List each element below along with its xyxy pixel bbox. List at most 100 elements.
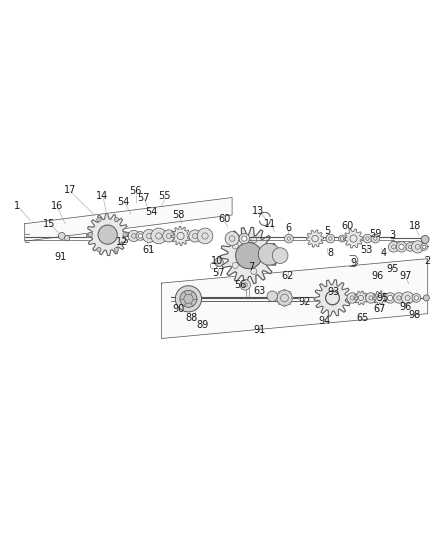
Text: 56: 56 [234, 280, 246, 290]
Circle shape [114, 217, 119, 222]
Text: 5: 5 [324, 225, 330, 236]
Circle shape [236, 243, 262, 269]
Circle shape [385, 293, 396, 303]
Circle shape [421, 236, 429, 244]
Circle shape [97, 217, 101, 222]
Text: 60: 60 [342, 221, 354, 231]
Polygon shape [373, 291, 387, 305]
Circle shape [326, 234, 335, 243]
Circle shape [347, 293, 357, 303]
Text: 89: 89 [196, 320, 208, 330]
Circle shape [180, 290, 197, 308]
Text: 6: 6 [286, 223, 292, 233]
Circle shape [239, 233, 250, 244]
Text: 13: 13 [252, 206, 265, 216]
Polygon shape [161, 259, 427, 338]
Text: 2: 2 [424, 256, 431, 266]
Circle shape [128, 230, 140, 241]
Circle shape [64, 236, 70, 241]
Circle shape [189, 230, 201, 242]
Text: 56: 56 [129, 187, 141, 196]
Circle shape [136, 231, 145, 240]
Circle shape [162, 230, 175, 242]
Circle shape [215, 258, 223, 266]
Circle shape [114, 247, 119, 252]
Text: 91: 91 [253, 325, 265, 335]
Text: 9: 9 [350, 258, 357, 268]
Text: 91: 91 [55, 252, 67, 262]
Text: 58: 58 [173, 210, 185, 220]
Text: 54: 54 [145, 207, 158, 217]
Text: 17: 17 [64, 185, 76, 195]
Circle shape [421, 244, 427, 251]
Text: 61: 61 [142, 245, 154, 255]
Text: 3: 3 [390, 230, 396, 240]
Circle shape [143, 229, 155, 243]
Text: 8: 8 [327, 247, 333, 257]
Circle shape [151, 228, 166, 244]
Text: 18: 18 [409, 221, 421, 231]
Circle shape [339, 235, 346, 242]
Polygon shape [314, 280, 351, 316]
Circle shape [272, 248, 288, 263]
Circle shape [412, 294, 421, 302]
Text: 7: 7 [249, 262, 255, 272]
Circle shape [267, 291, 278, 302]
Circle shape [389, 241, 399, 252]
Text: 62: 62 [282, 271, 294, 281]
Circle shape [396, 241, 407, 252]
Text: 92: 92 [298, 297, 311, 308]
Circle shape [388, 295, 393, 301]
Circle shape [289, 292, 291, 293]
Text: 60: 60 [218, 214, 230, 224]
Text: 1: 1 [14, 201, 20, 211]
Text: 94: 94 [318, 316, 331, 326]
Text: 59: 59 [369, 229, 381, 239]
Circle shape [423, 245, 426, 248]
Circle shape [278, 303, 280, 304]
Text: 54: 54 [118, 197, 130, 207]
Text: 15: 15 [43, 219, 56, 229]
Circle shape [138, 234, 143, 238]
Text: 65: 65 [356, 313, 368, 323]
Text: 93: 93 [327, 287, 339, 297]
Circle shape [406, 243, 415, 251]
Text: 14: 14 [96, 191, 108, 201]
Text: 57: 57 [138, 192, 150, 203]
Circle shape [240, 280, 251, 290]
Text: 95: 95 [377, 293, 389, 303]
Circle shape [424, 295, 429, 301]
Circle shape [276, 297, 278, 299]
Text: 90: 90 [173, 304, 185, 314]
Circle shape [98, 225, 117, 244]
Text: 53: 53 [360, 245, 373, 255]
Polygon shape [25, 198, 232, 241]
Circle shape [225, 231, 239, 246]
Text: 95: 95 [387, 264, 399, 273]
Polygon shape [344, 229, 363, 248]
Circle shape [97, 247, 101, 252]
Circle shape [278, 292, 280, 293]
Circle shape [291, 297, 293, 299]
Circle shape [175, 286, 201, 312]
Circle shape [88, 232, 92, 237]
Text: 11: 11 [265, 219, 277, 229]
Circle shape [283, 305, 286, 306]
Circle shape [285, 234, 293, 243]
Circle shape [258, 244, 280, 265]
Circle shape [402, 292, 414, 304]
Text: 16: 16 [50, 201, 63, 211]
Circle shape [412, 241, 424, 253]
Circle shape [277, 290, 292, 306]
Text: 12: 12 [116, 238, 128, 247]
Circle shape [289, 303, 291, 304]
Text: 4: 4 [381, 248, 387, 259]
Circle shape [283, 289, 286, 291]
Circle shape [394, 293, 404, 303]
Polygon shape [87, 214, 129, 256]
Circle shape [371, 234, 380, 243]
Polygon shape [354, 291, 368, 305]
Circle shape [123, 232, 127, 237]
Text: 10: 10 [211, 256, 223, 266]
Text: 55: 55 [158, 191, 171, 201]
